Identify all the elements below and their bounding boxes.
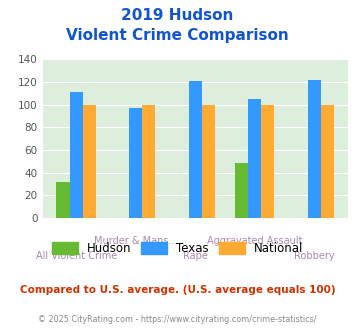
Bar [83,105,96,218]
Bar [70,92,83,218]
Text: Compared to U.S. average. (U.S. average equals 100): Compared to U.S. average. (U.S. average … [20,285,335,295]
Text: Violent Crime Comparison: Violent Crime Comparison [66,28,289,43]
Bar [189,81,202,218]
Bar [308,80,321,218]
Text: Robbery: Robbery [294,251,335,261]
Text: © 2025 CityRating.com - https://www.cityrating.com/crime-statistics/: © 2025 CityRating.com - https://www.city… [38,315,317,324]
Legend: Hudson, Texas, National: Hudson, Texas, National [47,237,308,260]
Bar [261,105,274,218]
Bar [235,163,248,218]
Bar [129,108,142,218]
Text: 2019 Hudson: 2019 Hudson [121,8,234,23]
Text: All Violent Crime: All Violent Crime [36,251,117,261]
Bar [248,99,261,218]
Text: Rape: Rape [183,251,208,261]
Bar [202,105,215,218]
Text: Murder & Mans...: Murder & Mans... [94,236,178,246]
Bar [321,105,334,218]
Bar [56,182,70,218]
Text: Aggravated Assault: Aggravated Assault [207,236,302,246]
Bar [142,105,155,218]
